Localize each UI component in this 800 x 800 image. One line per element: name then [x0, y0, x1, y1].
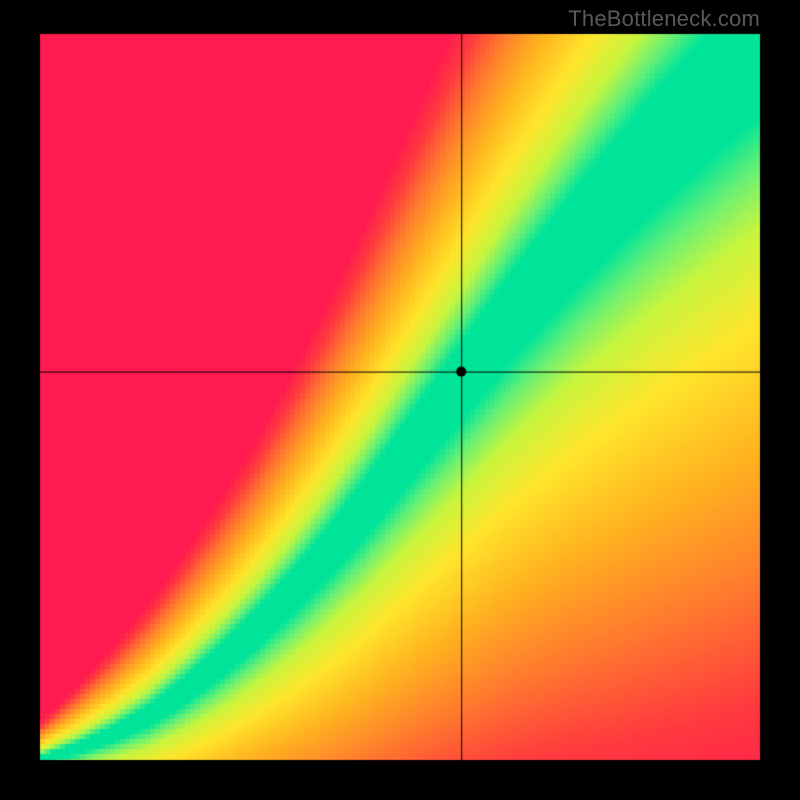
watermark-text: TheBottleneck.com	[568, 6, 760, 32]
chart-container: TheBottleneck.com	[0, 0, 800, 800]
heatmap-canvas	[0, 0, 800, 800]
